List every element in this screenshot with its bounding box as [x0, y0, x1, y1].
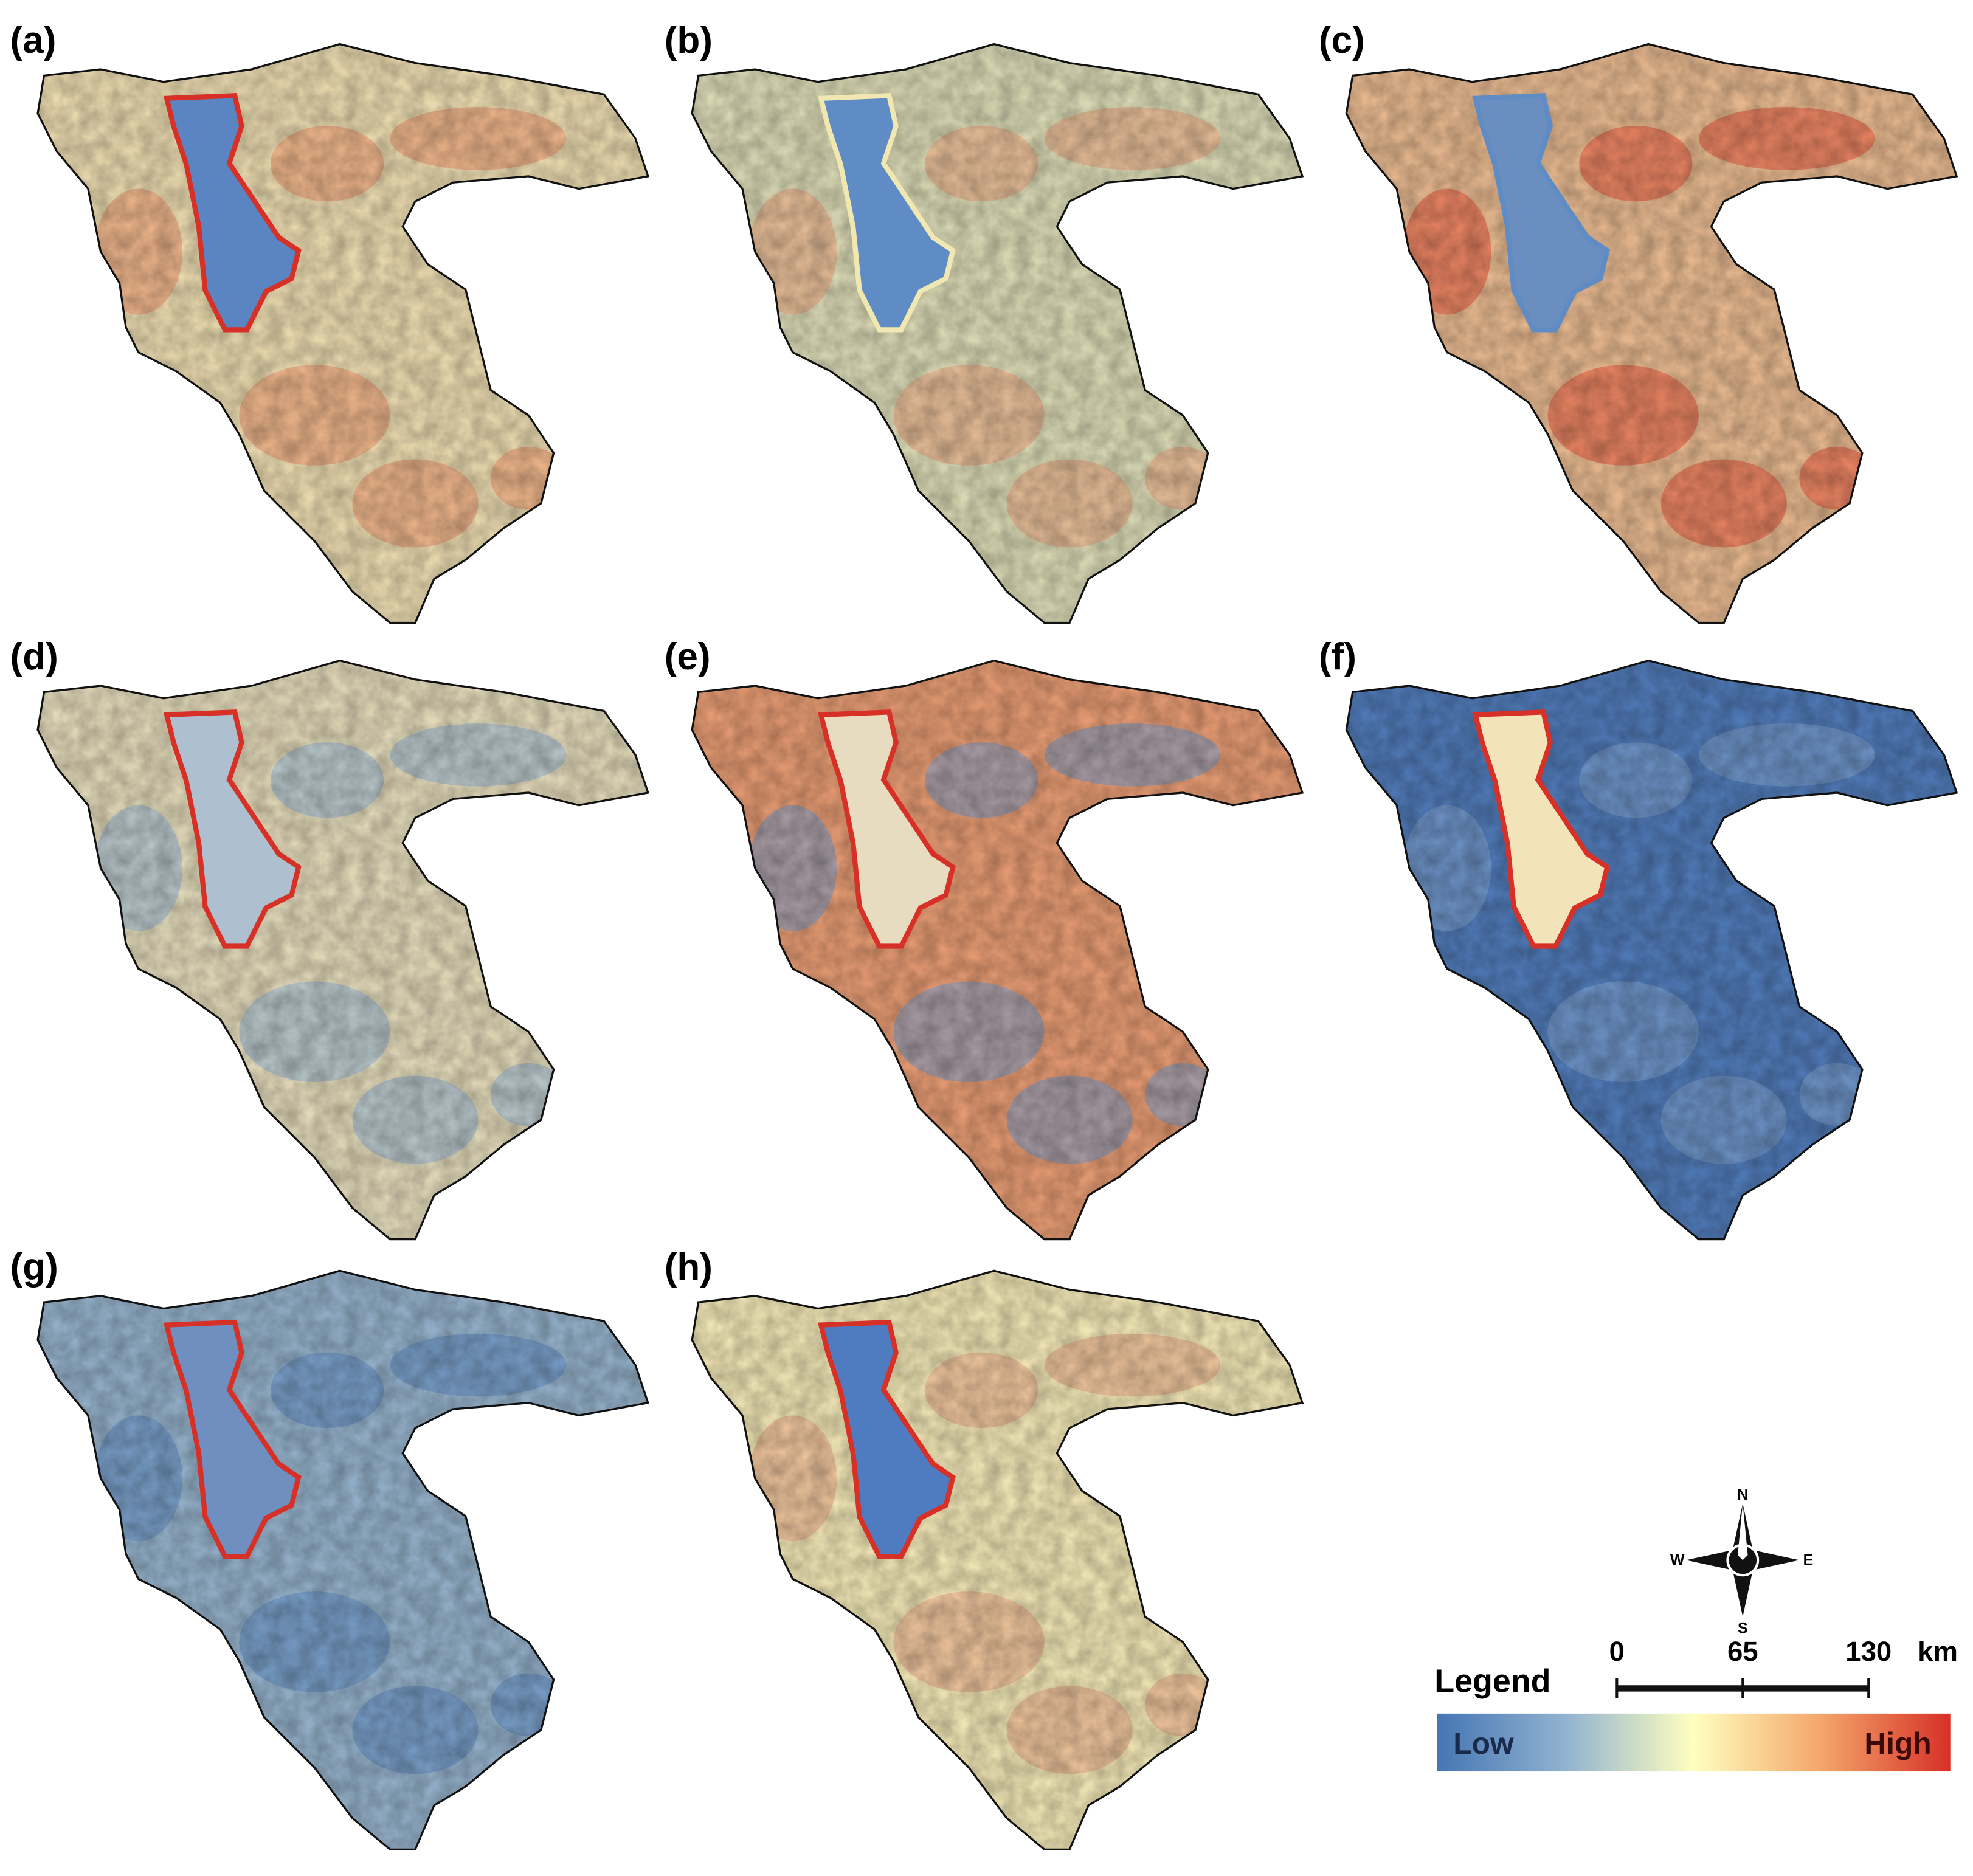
panel-label: (b)	[665, 19, 713, 61]
hillshade	[692, 660, 1302, 1240]
legend-title: Legend	[1434, 1663, 1550, 1700]
compass-w: W	[1670, 1553, 1685, 1569]
map-panel: (g)	[10, 1246, 649, 1851]
legend: Legend Low High	[1434, 1663, 1951, 1772]
panel-label: (d)	[10, 636, 58, 678]
panel-label: (f)	[1319, 636, 1356, 678]
map-panel: (b)	[665, 19, 1304, 624]
map-panel: (d)	[10, 636, 649, 1241]
map-panel: (a)	[10, 19, 649, 624]
compass-n: N	[1737, 1487, 1748, 1503]
scale-bar: km 0 65 130	[1609, 1636, 1958, 1699]
basin-texture	[38, 44, 648, 623]
scale-tick-label: 0	[1609, 1636, 1625, 1667]
basin-texture	[692, 1271, 1302, 1850]
compass: N E S W	[1670, 1487, 1813, 1636]
basin-texture	[38, 1271, 648, 1850]
panel-label: (e)	[665, 636, 711, 678]
hillshade	[38, 44, 648, 623]
compass-e: E	[1803, 1553, 1814, 1569]
compass-s: S	[1738, 1620, 1748, 1636]
panel-label: (a)	[10, 19, 57, 61]
panel-label: (c)	[1319, 19, 1365, 61]
panel-label: (g)	[10, 1246, 58, 1288]
legend-low: Low	[1453, 1726, 1514, 1760]
compass-rose	[1726, 1543, 1760, 1577]
hillshade	[1346, 660, 1957, 1240]
basin-texture	[692, 660, 1302, 1240]
scale-tick-label: 65	[1727, 1636, 1758, 1667]
map-panel: (h)	[665, 1246, 1304, 1851]
panel-label: (h)	[665, 1246, 713, 1288]
scale-tick-label: 130	[1845, 1636, 1892, 1667]
basin-texture	[692, 44, 1302, 623]
hillshade	[38, 1271, 648, 1850]
basin-texture	[1346, 44, 1957, 623]
hillshade	[692, 1271, 1302, 1850]
hillshade	[38, 660, 648, 1240]
hillshade	[1346, 44, 1957, 623]
basin-texture	[38, 660, 648, 1240]
basin-texture	[1346, 660, 1957, 1240]
legend-high: High	[1864, 1726, 1931, 1760]
map-panel: (f)	[1319, 636, 1958, 1241]
hillshade	[692, 44, 1302, 623]
map-panel: (e)	[665, 636, 1304, 1241]
map-panel: (c)	[1319, 19, 1958, 624]
scale-unit: km	[1918, 1636, 1958, 1667]
legend-colorbar	[1437, 1713, 1951, 1772]
